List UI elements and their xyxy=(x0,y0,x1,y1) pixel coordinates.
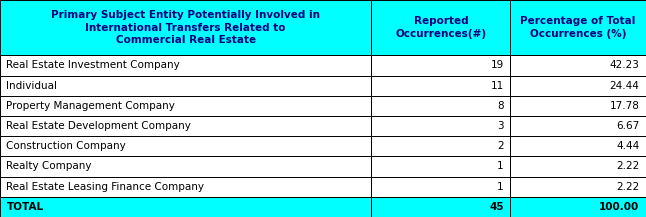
Text: 2.22: 2.22 xyxy=(616,182,640,192)
Bar xyxy=(371,136,510,156)
Text: Percentage of Total
Occurrences (%): Percentage of Total Occurrences (%) xyxy=(521,16,636,39)
Bar xyxy=(0,116,371,136)
Text: Real Estate Leasing Finance Company: Real Estate Leasing Finance Company xyxy=(6,182,205,192)
Bar xyxy=(510,116,646,136)
Bar xyxy=(510,0,646,55)
Bar xyxy=(510,136,646,156)
Text: Individual: Individual xyxy=(6,81,57,91)
Text: Realty Company: Realty Company xyxy=(6,161,92,171)
Bar xyxy=(371,96,510,116)
Bar xyxy=(510,156,646,177)
Bar xyxy=(510,96,646,116)
Bar xyxy=(0,76,371,96)
Bar xyxy=(371,0,510,55)
Text: 45: 45 xyxy=(489,202,504,212)
Bar xyxy=(510,55,646,76)
Text: 1: 1 xyxy=(497,161,504,171)
Text: 11: 11 xyxy=(490,81,504,91)
Text: Reported
Occurrences(#): Reported Occurrences(#) xyxy=(395,16,486,39)
Text: Real Estate Investment Company: Real Estate Investment Company xyxy=(6,61,180,71)
Bar xyxy=(0,96,371,116)
Text: 17.78: 17.78 xyxy=(610,101,640,111)
Bar xyxy=(371,156,510,177)
Text: Construction Company: Construction Company xyxy=(6,141,126,151)
Bar xyxy=(371,116,510,136)
Text: 100.00: 100.00 xyxy=(599,202,640,212)
Bar xyxy=(371,76,510,96)
Bar xyxy=(0,136,371,156)
Text: 3: 3 xyxy=(497,121,504,131)
Bar xyxy=(510,197,646,217)
Bar xyxy=(0,0,371,55)
Text: Primary Subject Entity Potentially Involved in
International Transfers Related t: Primary Subject Entity Potentially Invol… xyxy=(51,10,320,45)
Text: 8: 8 xyxy=(497,101,504,111)
Bar xyxy=(0,156,371,177)
Text: 2.22: 2.22 xyxy=(616,161,640,171)
Text: 2: 2 xyxy=(497,141,504,151)
Text: 1: 1 xyxy=(497,182,504,192)
Bar xyxy=(0,177,371,197)
Bar xyxy=(371,55,510,76)
Text: Property Management Company: Property Management Company xyxy=(6,101,175,111)
Text: 19: 19 xyxy=(490,61,504,71)
Text: 6.67: 6.67 xyxy=(616,121,640,131)
Bar xyxy=(510,177,646,197)
Text: 4.44: 4.44 xyxy=(616,141,640,151)
Text: Real Estate Development Company: Real Estate Development Company xyxy=(6,121,191,131)
Text: TOTAL: TOTAL xyxy=(6,202,43,212)
Text: 24.44: 24.44 xyxy=(610,81,640,91)
Bar xyxy=(371,177,510,197)
Bar xyxy=(0,197,371,217)
Text: 42.23: 42.23 xyxy=(610,61,640,71)
Bar xyxy=(0,55,371,76)
Bar xyxy=(510,76,646,96)
Bar xyxy=(371,197,510,217)
